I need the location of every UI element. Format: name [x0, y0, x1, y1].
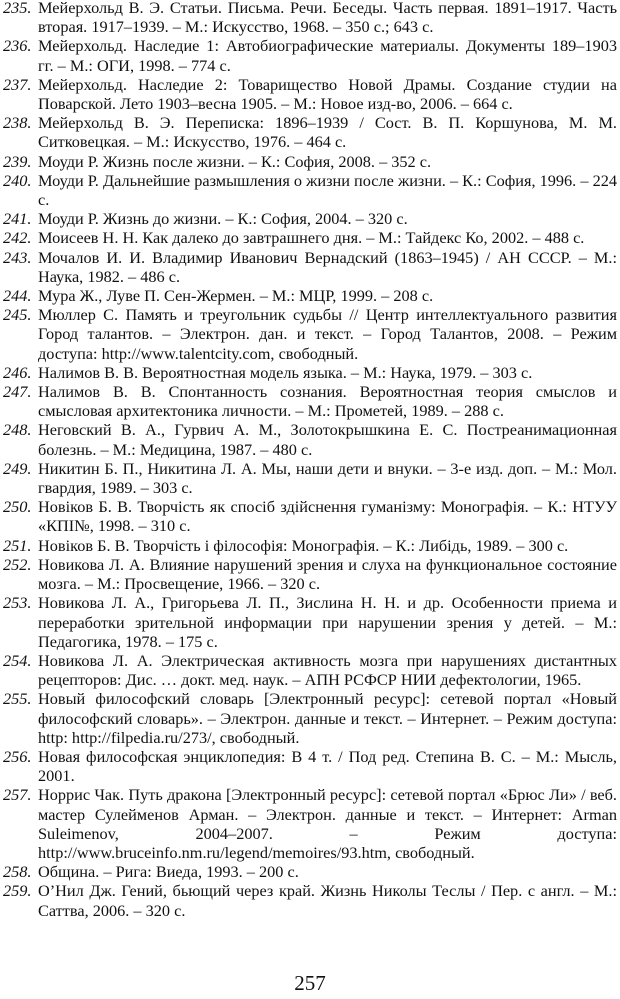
entry-text: Моуди Р. Дальнейшие размышления о жизни … — [38, 170, 617, 210]
bibliography-entry: 258. Община. – Рига: Виеда, 1993. – 200 с… — [3, 862, 617, 881]
entry-text: Мейерхольд В. Э. Переписка: 1896–1939 / … — [38, 113, 617, 152]
bibliography-entry: 246. Налимов В. В. Вероятностная модель я… — [3, 363, 617, 382]
bibliography-entry: 236. Мейерхольд. Наследие 1: Автобиографи… — [3, 36, 617, 74]
entry-number: 243. — [3, 247, 32, 267]
bibliography-entry: 255. Новый философский словарь [Электронн… — [3, 689, 617, 747]
bibliography-entry: 247. Налимов В. В. Спонтанность сознания.… — [3, 382, 617, 420]
bibliography-entry: 245. Мюллер С. Память и треугольник судьб… — [3, 305, 617, 363]
entry-text: Мейерхольд В. Э. Статьи. Письма. Речи. Б… — [38, 0, 617, 37]
entry-number: 235. — [3, 0, 32, 17]
entry-text: Неговский В. А., Гурвич А. М., Золотокры… — [38, 420, 617, 459]
entry-number: 251. — [3, 535, 32, 555]
bibliography-entry: 249. Никитин Б. П., Никитина Л. А. Мы, на… — [3, 459, 617, 497]
entry-text: Никитин Б. П., Никитина Л. А. Мы, наши д… — [38, 458, 617, 498]
entry-number: 237. — [3, 74, 32, 94]
bibliography-entry: 256. Новая философская энциклопедия: В 4 … — [3, 747, 617, 785]
entry-text: Новая философская энциклопедия: В 4 т. /… — [38, 746, 617, 786]
entry-number: 253. — [3, 593, 32, 613]
entry-text: Мура Ж., Луве П. Сен-Жермен. – М.: МЦР, … — [38, 286, 434, 306]
bibliography-entry: 248. Неговский В. А., Гурвич А. М., Золот… — [3, 420, 617, 458]
bibliography-entry: 243. Мочалов И. И. Владимир Иванович Верн… — [3, 248, 617, 286]
entry-number: 238. — [3, 113, 32, 133]
entry-text: Новикова Л. А., Григорьева Л. П., Зислин… — [38, 593, 617, 651]
entry-number: 246. — [3, 362, 32, 382]
page-number: 257 — [294, 971, 326, 995]
bibliography-entry: 250. Новіков Б. В. Творчість як спосіб зд… — [3, 497, 617, 535]
entry-text: Новый философский словарь [Электронный р… — [38, 689, 617, 747]
entry-number: 245. — [3, 305, 32, 325]
entry-text: Новіков Б. В. Творчість і філософія: Мон… — [38, 535, 569, 555]
entry-text: Норрис Чак. Путь дракона [Электронный ре… — [38, 785, 617, 862]
entry-number: 254. — [3, 650, 32, 670]
bibliography-entry: 235. Мейерхольд В. Э. Статьи. Письма. Реч… — [3, 0, 617, 36]
entry-number: 247. — [3, 382, 32, 402]
bibliography-entry: 237. Мейерхольд. Наследие 2: Товарищество… — [3, 75, 617, 113]
entry-text: Мочалов И. И. Владимир Иванович Вернадск… — [38, 247, 617, 286]
entry-text: Мейерхольд. Наследие 1: Автобиографическ… — [38, 36, 617, 75]
bibliography-entry: 252. Новикова Л. А. Влияние нарушений зре… — [3, 555, 617, 593]
entry-text: Мюллер С. Память и треугольник судьбы //… — [38, 305, 617, 363]
bibliography-entry: 244. Мура Ж., Луве П. Сен-Жермен. – М.: М… — [3, 286, 617, 305]
bibliography-entry: 251. Новіков Б. В. Творчість і філософія:… — [3, 536, 617, 555]
entry-text: Новіков Б. В. Творчість як спосіб здійсн… — [38, 497, 617, 536]
entry-number: 240. — [3, 170, 32, 190]
entry-text: Налимов В. В. Спонтанность сознания. Вер… — [38, 382, 617, 421]
entry-text: Налимов В. В. Вероятностная модель языка… — [38, 362, 533, 382]
entry-number: 239. — [3, 151, 32, 171]
entry-number: 256. — [3, 746, 32, 766]
entry-number: 258. — [3, 862, 32, 882]
bibliography-entry: 238. Мейерхольд В. Э. Переписка: 1896–193… — [3, 113, 617, 151]
entry-number: 241. — [3, 209, 32, 229]
entry-number: 257. — [3, 785, 32, 805]
bibliography-entry: 240. Моуди Р. Дальнейшие размышления о жи… — [3, 171, 617, 209]
bibliography-entry: 241. Моуди Р. Жизнь до жизни. – К.: София… — [3, 209, 617, 228]
entry-text: Моуди Р. Жизнь после жизни. – К.: София,… — [38, 151, 432, 171]
entry-number: 250. — [3, 497, 32, 517]
entry-text: О’Нил Дж. Гений, бьющий через край. Жизн… — [38, 881, 617, 920]
entry-text: Новикова Л. А. Электрическая активность … — [38, 650, 617, 690]
entry-number: 259. — [3, 881, 32, 901]
bibliography-entry: 242. Моисеев Н. Н. Как далеко до завтрашн… — [3, 228, 617, 247]
entry-text: Моисеев Н. Н. Как далеко до завтрашнего … — [38, 228, 585, 248]
entry-text: Моуди Р. Жизнь до жизни. – К.: София, 20… — [38, 209, 408, 229]
entry-text: Мейерхольд. Наследие 2: Товарищество Нов… — [38, 74, 617, 114]
bibliography-entry: 254. Новикова Л. А. Электрическая активно… — [3, 651, 617, 689]
bibliography-entry: 257. Норрис Чак. Путь дракона [Электронны… — [3, 785, 617, 862]
entry-text: Община. – Рига: Виеда, 1993. – 200 с. — [38, 862, 299, 882]
entry-number: 255. — [3, 689, 32, 709]
bibliography-entry: 253. Новикова Л. А., Григорьева Л. П., Зи… — [3, 593, 617, 651]
bibliography-list: 235. Мейерхольд В. Э. Статьи. Письма. Реч… — [3, 0, 617, 920]
entry-text: Новикова Л. А. Влияние нарушений зрения … — [38, 554, 617, 594]
entry-number: 242. — [3, 228, 32, 248]
entry-number: 252. — [3, 554, 32, 574]
entry-number: 248. — [3, 420, 32, 440]
entry-number: 249. — [3, 458, 32, 478]
bibliography-entry: 259. О’Нил Дж. Гений, бьющий через край. … — [3, 881, 617, 919]
entry-number: 244. — [3, 286, 32, 306]
bibliography-entry: 239. Моуди Р. Жизнь после жизни. – К.: Со… — [3, 152, 617, 171]
entry-number: 236. — [3, 36, 32, 56]
